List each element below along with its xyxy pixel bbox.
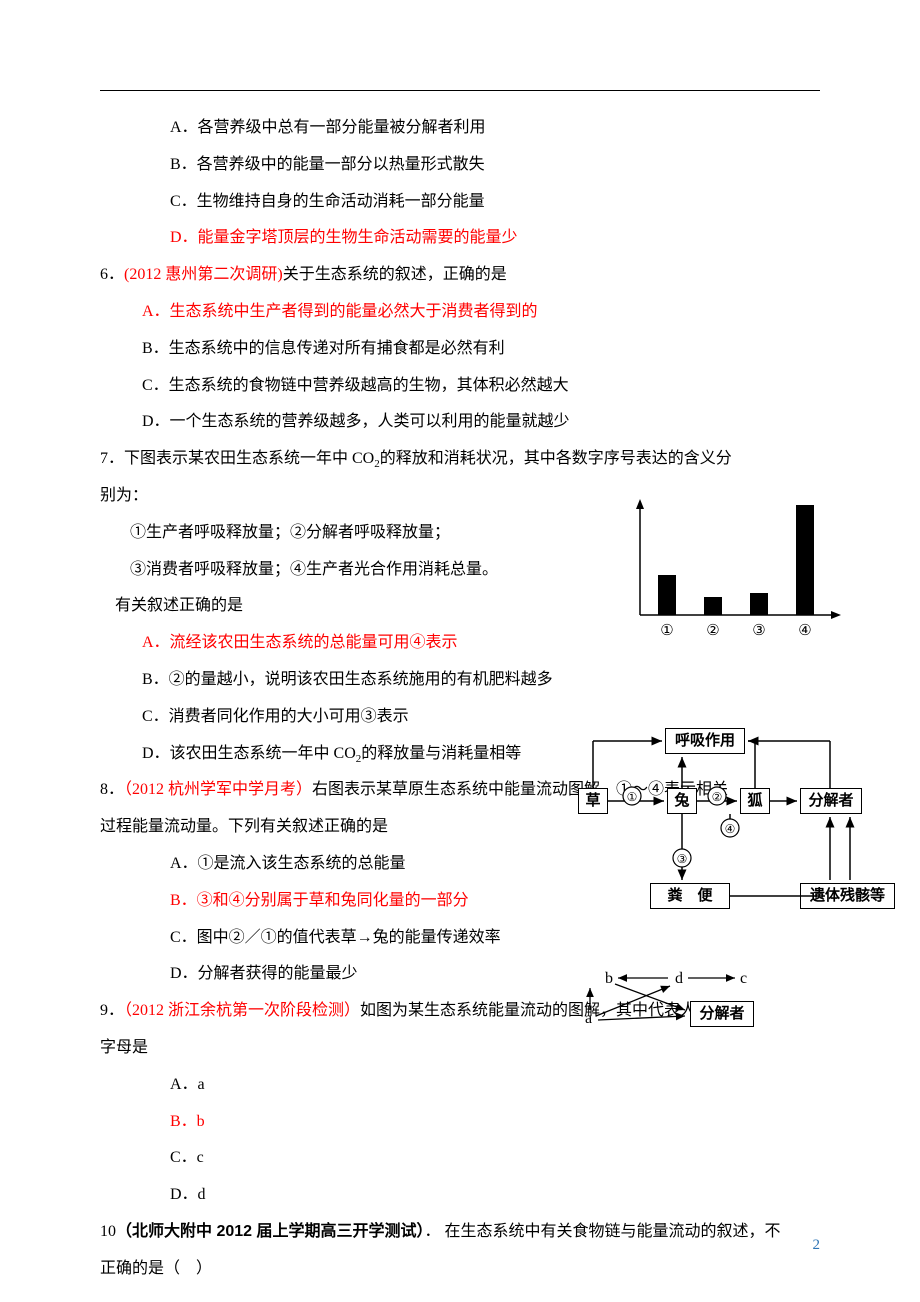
svg-text:②: ② bbox=[706, 623, 719, 639]
q6-option-d: D．一个生态系统的营养级越多，人类可以利用的能量就越少 bbox=[100, 404, 820, 441]
svg-text:d: d bbox=[675, 970, 683, 987]
q9-option-d: D．d bbox=[100, 1177, 820, 1214]
svg-text:c: c bbox=[740, 970, 747, 987]
q10-source: （北师大附中 2012 届上学期高三开学测试） bbox=[116, 1223, 425, 1240]
q10-num: 10 bbox=[100, 1223, 116, 1240]
page-number: 2 bbox=[813, 1228, 821, 1263]
q5-option-b: B．各营养级中的能量一部分以热量形式散失 bbox=[100, 147, 820, 184]
q6-rest: 关于生态系统的叙述，正确的是 bbox=[283, 266, 507, 283]
q9-option-b: B．b bbox=[100, 1104, 820, 1141]
svg-text:a: a bbox=[585, 1010, 592, 1027]
page-content: A．各营养级中总有一部分能量被分解者利用 B．各营养级中的能量一部分以热量形式散… bbox=[100, 110, 820, 1288]
svg-text:③: ③ bbox=[677, 852, 688, 866]
q8-option-c: C．图中②／①的值代表草→兔的能量传递效率 bbox=[100, 920, 820, 957]
svg-text:①: ① bbox=[627, 790, 638, 804]
svg-text:b: b bbox=[605, 970, 613, 987]
q10-rest: ． 在生态系统中有关食物链与能量流动的叙述，不 bbox=[425, 1223, 781, 1240]
q7-stem1b: 的释放和消耗状况，其中各数字序号表达的含义分 bbox=[380, 450, 732, 467]
q9-option-c: C．c bbox=[100, 1140, 820, 1177]
q10-stem: 10（北师大附中 2012 届上学期高三开学测试）． 在生态系统中有关食物链与能… bbox=[100, 1214, 820, 1251]
q8-source: （2012 杭州学军中学月考） bbox=[124, 781, 312, 798]
svg-text:④: ④ bbox=[725, 822, 736, 836]
q7-d-b: 的释放量与消耗量相等 bbox=[361, 745, 521, 762]
q7-option-b: B．②的量越小，说明该农田生态系统施用的有机肥料越多 bbox=[100, 662, 820, 699]
q7-d-a: D．该农田生态系统一年中 CO bbox=[142, 745, 356, 762]
box-decomp-q9: 分解者 bbox=[690, 1001, 754, 1027]
q6-option-b: B．生态系统中的信息传递对所有捕食都是必然有利 bbox=[100, 331, 820, 368]
q7-stem1a: 7．下图表示某农田生态系统一年中 CO bbox=[100, 450, 374, 467]
q7-bar-chart: ① ② ③ ④ bbox=[620, 495, 850, 645]
q5-option-c: C．生物维持自身的生命活动消耗一部分能量 bbox=[100, 184, 820, 221]
q6-stem: 6．(2012 惠州第二次调研)关于生态系统的叙述，正确的是 bbox=[100, 257, 820, 294]
bar-chart-svg: ① ② ③ ④ bbox=[620, 495, 850, 645]
q6-option-a: A．生态系统中生产者得到的能量必然大于消费者得到的 bbox=[100, 294, 820, 331]
q8-num: 8． bbox=[100, 781, 124, 798]
q6-option-c: C．生态系统的食物链中营养级越高的生物，其体积必然越大 bbox=[100, 368, 820, 405]
header-rule bbox=[100, 90, 820, 91]
svg-text:②: ② bbox=[712, 790, 723, 804]
flow-arrows: ① ② ④ ③ bbox=[570, 728, 900, 918]
svg-text:①: ① bbox=[660, 623, 673, 639]
q7-stem-line1: 7．下图表示某农田生态系统一年中 CO2的释放和消耗状况，其中各数字序号表达的含… bbox=[100, 441, 820, 478]
q5-option-d: D．能量金字塔顶层的生物生命活动需要的能量少 bbox=[100, 220, 820, 257]
q10-stem2: 正确的是（ ） bbox=[100, 1251, 820, 1288]
q6-source: (2012 惠州第二次调研) bbox=[124, 266, 283, 283]
q8-flow-diagram: 呼吸作用 草 兔 狐 分解者 粪 便 遗体残骸等 ① ② ④ ③ bbox=[570, 728, 900, 918]
svg-text:③: ③ bbox=[752, 623, 765, 639]
q6-num: 6． bbox=[100, 266, 124, 283]
q9-num: 9． bbox=[100, 1002, 124, 1019]
q5-option-a: A．各营养级中总有一部分能量被分解者利用 bbox=[100, 110, 820, 147]
q9-option-a: A．a bbox=[100, 1067, 820, 1104]
svg-text:④: ④ bbox=[798, 623, 811, 639]
q9-network-diagram: a b d c 分解者 bbox=[580, 968, 780, 1038]
q9-source: （2012 浙江余杭第一次阶段检测） bbox=[124, 1002, 360, 1019]
